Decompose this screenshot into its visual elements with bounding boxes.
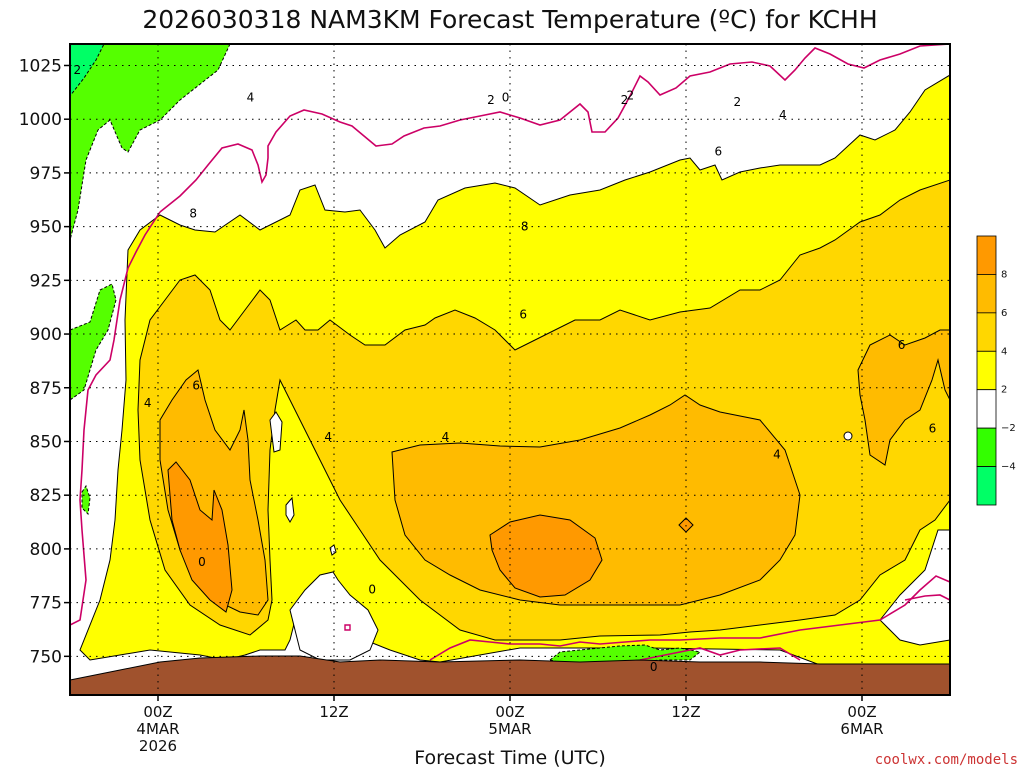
contour-label: 4 — [442, 430, 450, 444]
legend-swatch — [976, 389, 997, 429]
y-tick-label: 1000 — [19, 110, 62, 130]
contour-label: 6 — [929, 422, 937, 436]
chart-title: 2026030318 NAM3KM Forecast Temperature (… — [142, 5, 877, 34]
legend-swatch — [976, 274, 997, 314]
contour-label: 4 — [324, 430, 332, 444]
x-tick-label: 00Z — [495, 703, 524, 721]
grid-lines — [70, 44, 950, 695]
cold-pocket-lower-right — [879, 529, 950, 646]
legend-swatch — [976, 466, 997, 506]
y-tick-label: 1025 — [19, 56, 62, 76]
legend-label: 2 — [1001, 385, 1007, 396]
isotherm-0-lower-right — [904, 594, 950, 601]
legend-swatch — [976, 350, 997, 391]
contour-label: 6 — [898, 338, 906, 352]
x-tick-label: 00Z — [847, 703, 876, 721]
x-axis-title: Forecast Time (UTC) — [414, 747, 605, 768]
isotherm-0-surface — [639, 647, 801, 661]
contour-label: 2 — [487, 93, 495, 107]
contour-label: 4 — [144, 396, 152, 410]
contour-label: 0 — [502, 91, 510, 105]
legend-label: −2 — [1001, 423, 1016, 434]
isotherm-0-small-loop — [344, 624, 351, 631]
contour-label: 8 — [189, 207, 197, 221]
y-tick-label: 825 — [30, 486, 62, 506]
contour-label: 0 — [368, 583, 376, 597]
region-above-8-center — [489, 514, 603, 598]
contour-label: 6 — [519, 308, 527, 322]
legend-swatch — [976, 427, 997, 467]
y-tick-label: 750 — [30, 647, 62, 667]
y-tick-label: 925 — [30, 271, 62, 291]
x-tick-label: 2026 — [139, 737, 177, 755]
legend-label: −4 — [1001, 462, 1016, 473]
contour-label: 4 — [773, 447, 781, 461]
contour-label: 0 — [650, 660, 658, 674]
y-tick-label: 975 — [30, 164, 62, 184]
contour-label: 6 — [714, 144, 722, 158]
y-tick-label: 800 — [30, 540, 62, 560]
legend-label: 8 — [1001, 269, 1007, 280]
isotherm-0-upper — [159, 44, 950, 213]
region-6-to-8-right — [857, 329, 950, 466]
contour-label: 6 — [192, 379, 200, 393]
y-tick-label: 775 — [30, 594, 62, 614]
legend-label: 6 — [1001, 308, 1007, 319]
credit-text: coolwx.com/models — [875, 752, 1018, 768]
y-axis: 750 775 800 825 850 875 900 925 950 975 1000 1025 — [19, 56, 70, 667]
y-tick-label: 850 — [30, 432, 62, 452]
x-tick-label: 12Z — [671, 703, 700, 721]
cold-pocket-small-4 — [843, 431, 853, 441]
region-minus4-corner — [70, 44, 105, 97]
x-tick-label: 12Z — [319, 703, 348, 721]
contour-label: 4 — [247, 91, 255, 105]
cold-pocket-small-2 — [285, 496, 295, 524]
region-minus2-small-blob — [81, 484, 91, 516]
isotherm-0-lower — [429, 575, 950, 661]
contour-label: 0 — [198, 555, 206, 569]
legend-swatch — [976, 235, 997, 275]
legend-label: 4 — [1001, 346, 1007, 357]
contour-label: 4 — [779, 108, 787, 122]
contour-label: 2 — [621, 93, 629, 107]
y-tick-label: 875 — [30, 379, 62, 399]
y-tick-label: 900 — [30, 325, 62, 345]
contour-label: 8 — [521, 220, 529, 234]
region-above-8-left — [167, 461, 233, 613]
region-minus2-left-edge — [70, 283, 117, 401]
x-tick-label: 4MAR — [136, 720, 179, 738]
region-minus2-near-surface — [548, 644, 702, 666]
contour-label: 2 — [74, 63, 82, 77]
x-tick-label: 00Z — [143, 703, 172, 721]
color-legend: 8 6 4 2 −2 −4 — [976, 235, 1016, 506]
isotherm-0-left — [70, 211, 161, 626]
region-minus2-to-minus4-upper-left — [70, 44, 231, 241]
cold-pocket-small-1 — [269, 411, 283, 453]
x-tick-label: 6MAR — [840, 720, 883, 738]
contour-label: 2 — [734, 95, 742, 109]
contour-label: 2 — [626, 89, 634, 103]
legend-swatch — [976, 312, 997, 352]
x-tick-label: 5MAR — [488, 720, 531, 738]
y-tick-label: 950 — [30, 218, 62, 238]
